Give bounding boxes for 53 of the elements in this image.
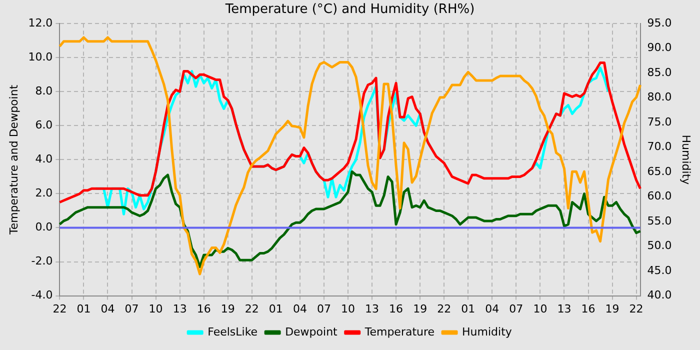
y-tick-label: 0.0 <box>35 220 53 234</box>
y2-tick-label: 45.0 <box>647 264 672 277</box>
y2-tick-label: 75.0 <box>647 115 672 128</box>
x-tick-label: 07 <box>124 302 139 316</box>
y2-tick-label: 85.0 <box>647 66 672 79</box>
x-tick-label: 04 <box>485 302 500 316</box>
x-tick-label: 22 <box>437 302 452 316</box>
x-tick-label: 19 <box>413 302 428 316</box>
x-tick-label: 19 <box>220 302 235 316</box>
x-tick-label: 01 <box>461 302 476 316</box>
x-tick-label: 16 <box>196 302 211 316</box>
x-tick-label: 13 <box>557 302 572 316</box>
y-axis-title: Temperature and Dewpoint <box>7 84 20 236</box>
legend-label: Dewpoint <box>285 325 338 338</box>
legend-label: Temperature <box>364 325 435 338</box>
x-tick-label: 13 <box>365 302 380 316</box>
y2-tick-label: 95.0 <box>647 16 672 30</box>
x-tick-label: 01 <box>76 302 91 316</box>
y-tick-label: 12.0 <box>28 16 53 30</box>
x-tick-label: 22 <box>629 302 644 316</box>
y2-tick-label: 50.0 <box>647 239 672 252</box>
y-tick-label: 10.0 <box>28 50 53 64</box>
y2-tick-label: 90.0 <box>647 41 672 54</box>
legend-label: Humidity <box>462 325 512 338</box>
y-tick-label: 8.0 <box>35 84 53 98</box>
y2-tick-label: 80.0 <box>647 90 672 104</box>
y-tick-label: -4.0 <box>31 288 53 302</box>
y-tick-label: 4.0 <box>35 152 53 166</box>
x-tick-label: 07 <box>509 302 524 316</box>
x-tick-label: 10 <box>148 302 163 316</box>
x-tick-label: 22 <box>52 302 67 316</box>
x-tick-label: 01 <box>268 302 283 316</box>
x-tick-label: 04 <box>100 302 115 316</box>
chart-title: Temperature (°C) and Humidity (RH%) <box>224 2 475 18</box>
legend-label: FeelsLike <box>208 325 258 338</box>
y2-tick-label: 55.0 <box>647 214 672 228</box>
y-tick-label: 6.0 <box>35 118 53 132</box>
y2-tick-label: 70.0 <box>647 140 672 154</box>
x-tick-label: 22 <box>244 302 259 316</box>
y2-tick-label: 65.0 <box>647 164 672 178</box>
y2-axis-title: Humidity <box>680 134 693 186</box>
x-tick-label: 13 <box>172 302 187 316</box>
y-tick-label: 2.0 <box>35 186 53 200</box>
x-tick-label: 07 <box>316 302 331 316</box>
x-tick-label: 10 <box>341 302 355 316</box>
y2-tick-label: 60.0 <box>647 190 672 203</box>
y-tick-label: -2.0 <box>31 254 53 268</box>
x-tick-label: 10 <box>533 302 548 316</box>
x-tick-label: 19 <box>605 302 620 316</box>
y2-tick-label: 40.0 <box>647 288 672 302</box>
x-tick-label: 16 <box>389 302 404 316</box>
x-tick-label: 04 <box>292 302 307 316</box>
x-tick-label: 16 <box>581 302 596 316</box>
